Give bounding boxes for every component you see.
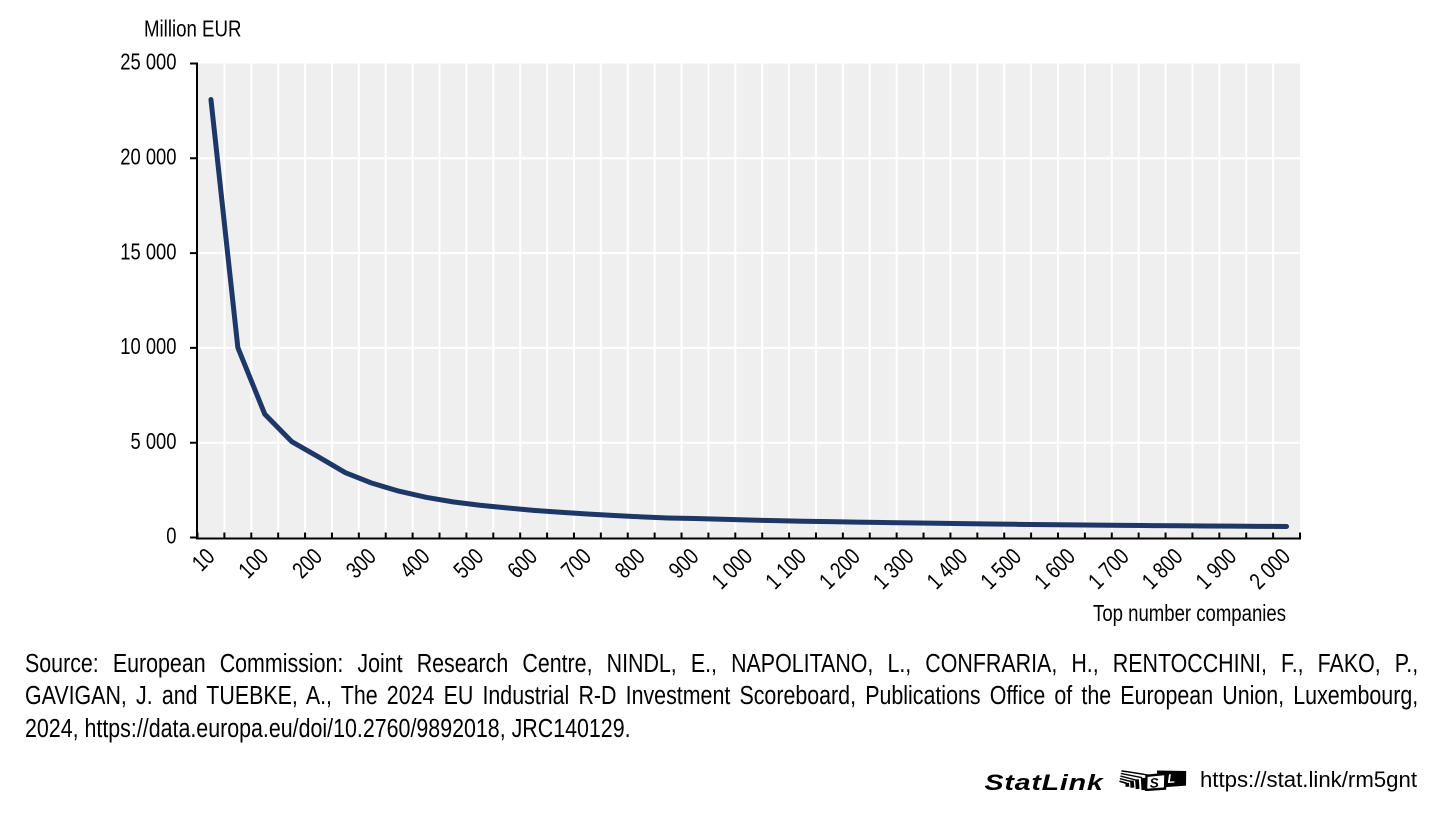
svg-text:900: 900	[663, 543, 703, 583]
svg-text:L: L	[1167, 772, 1175, 786]
svg-text:1 200: 1 200	[814, 543, 865, 594]
svg-text:2 000: 2 000	[1244, 543, 1295, 594]
svg-text:Million EUR: Million EUR	[144, 16, 241, 42]
svg-text:1 500: 1 500	[975, 543, 1026, 594]
svg-text:600: 600	[502, 543, 542, 583]
svg-text:15 000: 15 000	[120, 238, 176, 264]
svg-text:5 000: 5 000	[131, 428, 177, 454]
svg-text:0: 0	[166, 523, 176, 549]
svg-text:1 300: 1 300	[868, 543, 919, 594]
svg-text:20 000: 20 000	[120, 144, 176, 170]
svg-text:10 000: 10 000	[120, 333, 176, 359]
svg-text:800: 800	[610, 543, 650, 583]
svg-text:700: 700	[556, 543, 596, 583]
svg-text:10: 10	[187, 543, 220, 576]
svg-text:1 600: 1 600	[1029, 543, 1080, 594]
svg-text:300: 300	[341, 543, 381, 583]
svg-text:100: 100	[233, 543, 273, 583]
svg-text:25 000: 25 000	[120, 49, 176, 75]
svg-text:200: 200	[287, 543, 327, 583]
svg-text:1 000: 1 000	[706, 543, 757, 594]
svg-text:Top number companies: Top number companies	[1093, 600, 1286, 626]
svg-text:1 800: 1 800	[1137, 543, 1188, 594]
svg-text:1 700: 1 700	[1083, 543, 1134, 594]
svg-text:400: 400	[395, 543, 435, 583]
svg-text:1 100: 1 100	[760, 543, 811, 594]
svg-text:1 400: 1 400	[922, 543, 973, 594]
svg-text:500: 500	[448, 543, 488, 583]
svg-text:1 900: 1 900	[1190, 543, 1241, 594]
svg-text:S: S	[1149, 776, 1159, 792]
